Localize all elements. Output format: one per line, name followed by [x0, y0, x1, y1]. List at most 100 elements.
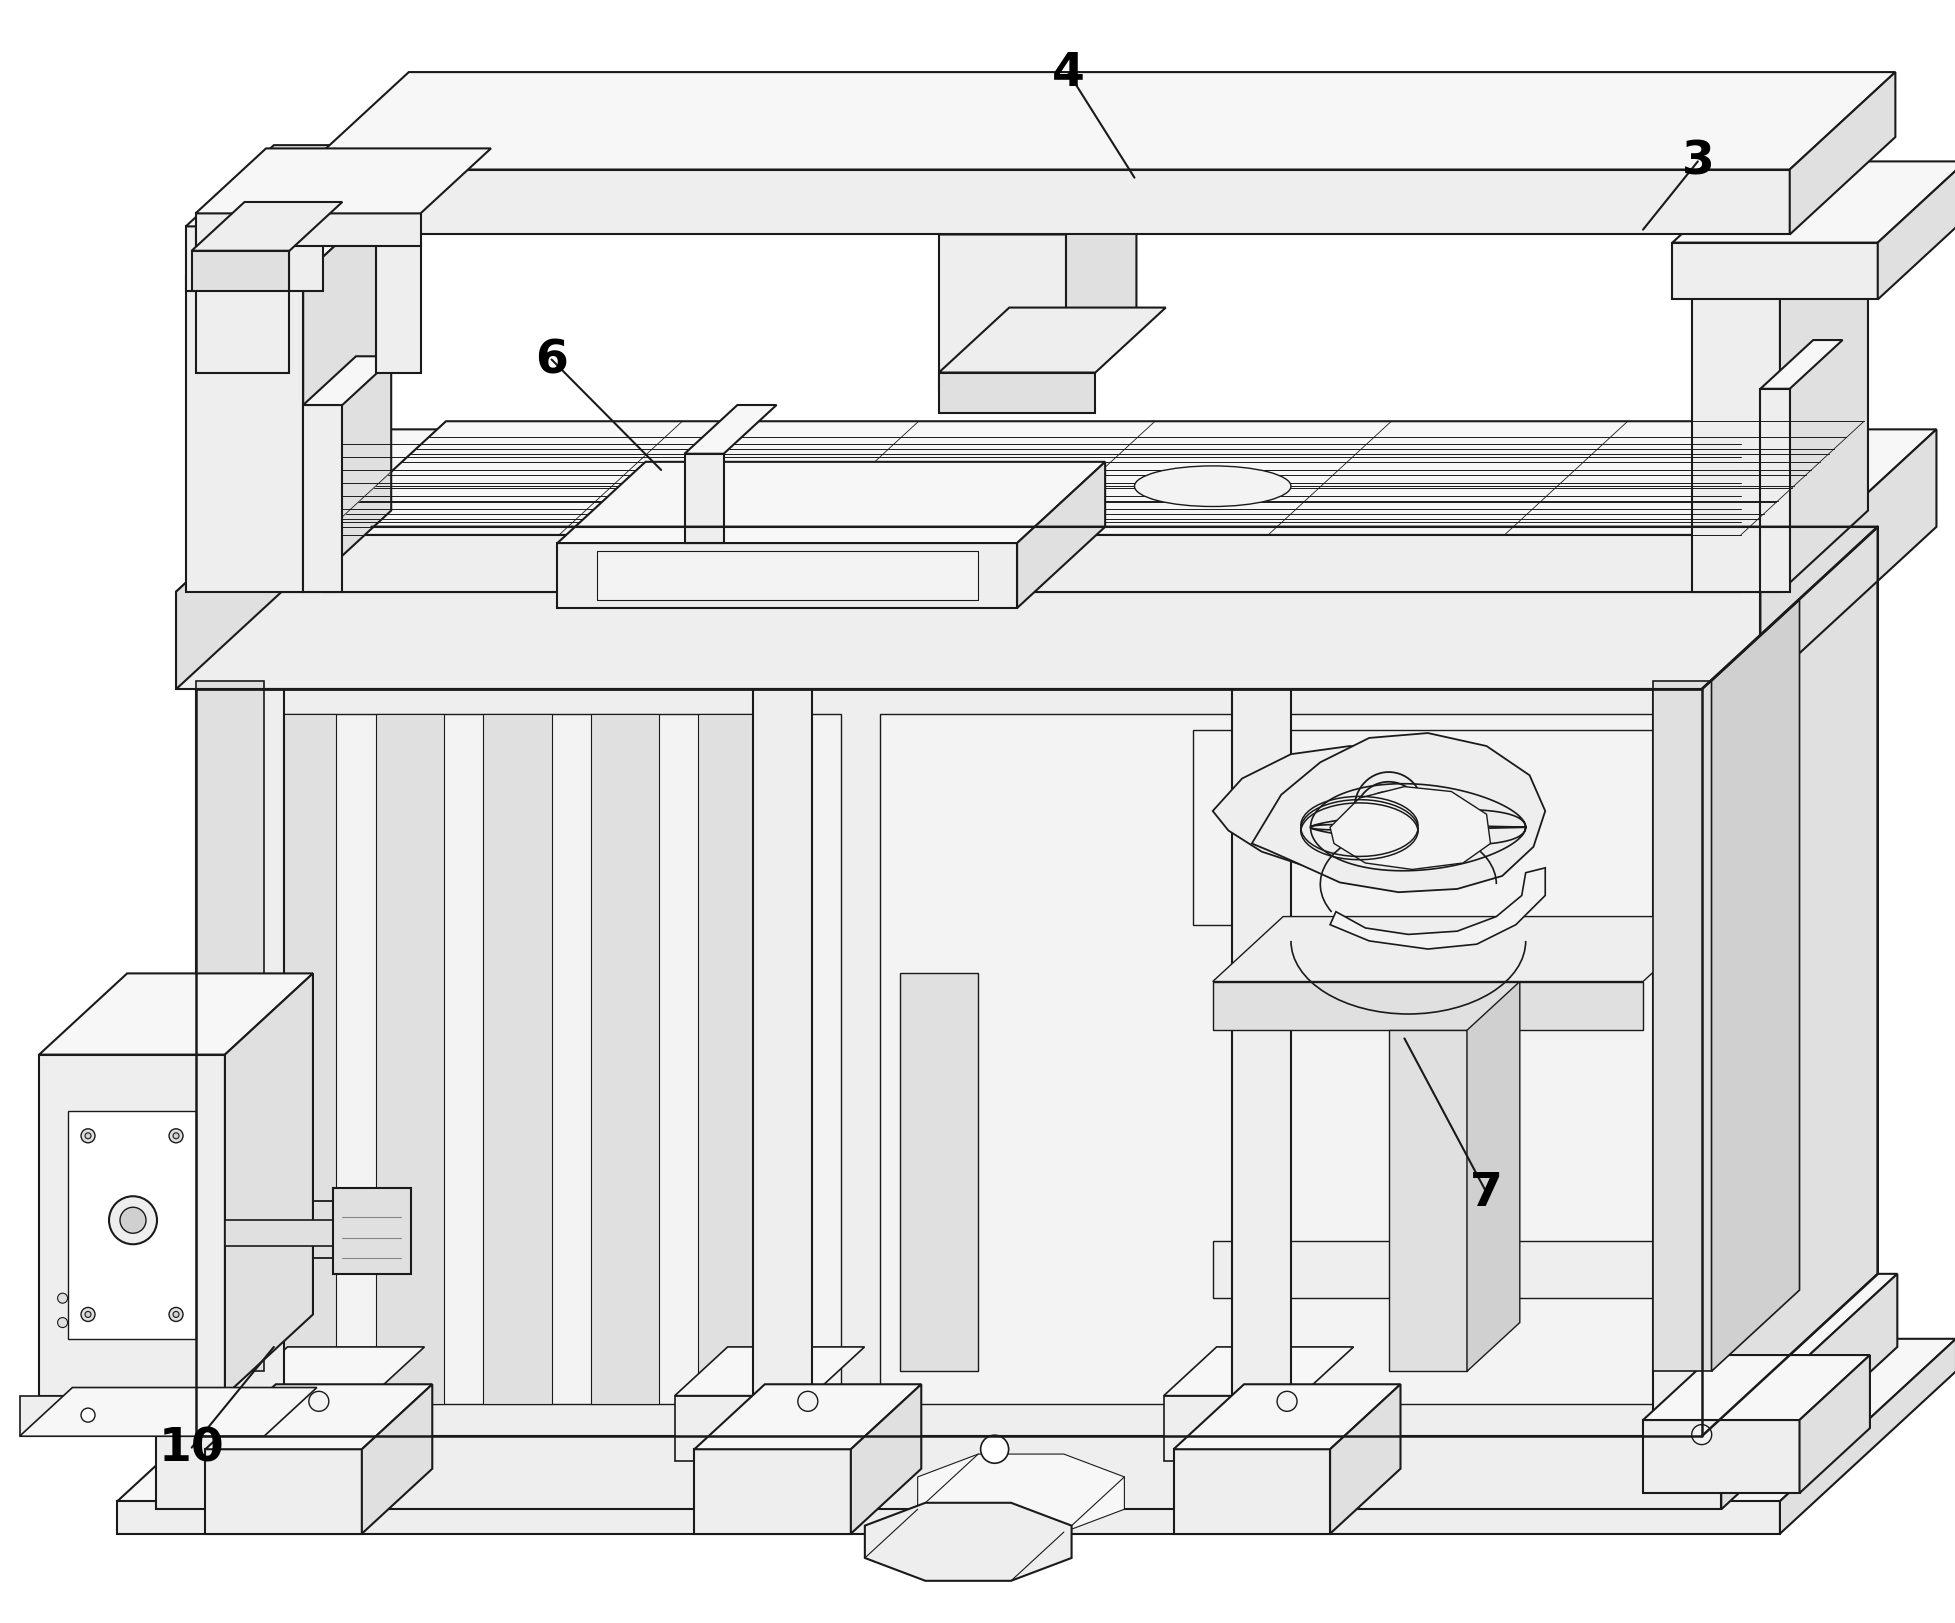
Polygon shape	[684, 406, 776, 454]
Polygon shape	[1789, 73, 1894, 235]
Polygon shape	[268, 714, 336, 1404]
Circle shape	[84, 1311, 92, 1318]
Polygon shape	[192, 203, 342, 252]
Circle shape	[80, 1409, 96, 1422]
Polygon shape	[674, 1347, 864, 1396]
Polygon shape	[205, 1384, 432, 1449]
Circle shape	[80, 1308, 96, 1321]
Polygon shape	[694, 1384, 921, 1449]
Polygon shape	[1193, 730, 1662, 925]
Polygon shape	[196, 682, 264, 1371]
Polygon shape	[1691, 203, 1867, 284]
Polygon shape	[1779, 1339, 1955, 1534]
Polygon shape	[362, 1384, 432, 1534]
Polygon shape	[205, 1449, 362, 1534]
Polygon shape	[1672, 243, 1877, 300]
Polygon shape	[1701, 527, 1877, 1436]
Polygon shape	[375, 243, 420, 373]
Polygon shape	[20, 1396, 264, 1436]
Polygon shape	[303, 195, 391, 592]
Polygon shape	[375, 714, 444, 1404]
Polygon shape	[1163, 1347, 1353, 1396]
Polygon shape	[1212, 747, 1505, 873]
Polygon shape	[225, 974, 313, 1396]
Polygon shape	[192, 252, 289, 292]
Polygon shape	[1251, 734, 1544, 893]
Polygon shape	[235, 1396, 371, 1461]
Polygon shape	[917, 1454, 1124, 1532]
Polygon shape	[850, 1384, 921, 1534]
Polygon shape	[1388, 1031, 1466, 1371]
Circle shape	[172, 1133, 180, 1139]
Circle shape	[119, 1208, 147, 1233]
Polygon shape	[196, 690, 1701, 1436]
Polygon shape	[176, 592, 1760, 690]
Circle shape	[1691, 1425, 1711, 1444]
Polygon shape	[176, 430, 352, 690]
Polygon shape	[186, 195, 391, 276]
Polygon shape	[156, 1436, 1720, 1509]
Polygon shape	[880, 714, 1681, 1404]
Polygon shape	[303, 406, 342, 592]
Polygon shape	[323, 536, 1740, 592]
Polygon shape	[557, 463, 1105, 544]
Polygon shape	[1720, 1274, 1896, 1509]
Polygon shape	[39, 974, 313, 1055]
Polygon shape	[1466, 982, 1519, 1371]
Polygon shape	[1740, 422, 1863, 592]
Polygon shape	[1173, 1449, 1329, 1534]
Polygon shape	[186, 146, 411, 227]
Polygon shape	[938, 308, 1165, 373]
Polygon shape	[1760, 341, 1842, 390]
Polygon shape	[225, 690, 283, 1436]
Polygon shape	[186, 227, 323, 292]
Polygon shape	[557, 544, 1017, 609]
Polygon shape	[590, 714, 659, 1404]
Circle shape	[57, 1318, 68, 1328]
Polygon shape	[694, 1449, 850, 1534]
Polygon shape	[196, 527, 1877, 690]
Circle shape	[979, 1435, 1009, 1464]
Polygon shape	[196, 162, 360, 227]
Polygon shape	[1642, 1420, 1799, 1493]
Polygon shape	[899, 974, 978, 1371]
Polygon shape	[196, 214, 420, 247]
Polygon shape	[938, 235, 1065, 390]
Circle shape	[168, 1308, 184, 1321]
Polygon shape	[1799, 1355, 1869, 1493]
Polygon shape	[1329, 1384, 1400, 1534]
Polygon shape	[1017, 463, 1105, 609]
Polygon shape	[1212, 1242, 1652, 1298]
Circle shape	[57, 1294, 68, 1303]
Polygon shape	[1065, 170, 1136, 390]
Polygon shape	[1672, 162, 1955, 243]
Text: 6: 6	[536, 338, 567, 383]
Polygon shape	[39, 1055, 225, 1396]
Polygon shape	[156, 1274, 1896, 1436]
Polygon shape	[235, 1347, 424, 1396]
Circle shape	[1277, 1391, 1296, 1412]
Polygon shape	[1691, 284, 1779, 592]
Polygon shape	[1642, 1355, 1869, 1420]
Polygon shape	[332, 1188, 411, 1274]
Circle shape	[798, 1391, 817, 1412]
Polygon shape	[753, 690, 811, 1436]
Polygon shape	[225, 1220, 352, 1246]
Polygon shape	[196, 149, 491, 214]
Circle shape	[172, 1311, 180, 1318]
Circle shape	[84, 1133, 92, 1139]
Polygon shape	[68, 1112, 196, 1339]
Text: 10: 10	[158, 1425, 225, 1470]
Polygon shape	[1760, 390, 1789, 592]
Polygon shape	[1232, 625, 1361, 690]
Polygon shape	[117, 1501, 1779, 1534]
Text: 7: 7	[1470, 1170, 1501, 1216]
Polygon shape	[1711, 601, 1799, 1371]
Text: 4: 4	[1052, 50, 1083, 96]
Polygon shape	[1232, 690, 1290, 1436]
Circle shape	[168, 1130, 184, 1143]
Polygon shape	[684, 454, 723, 544]
Polygon shape	[303, 73, 1894, 170]
Ellipse shape	[1134, 467, 1290, 506]
Polygon shape	[1877, 162, 1955, 300]
